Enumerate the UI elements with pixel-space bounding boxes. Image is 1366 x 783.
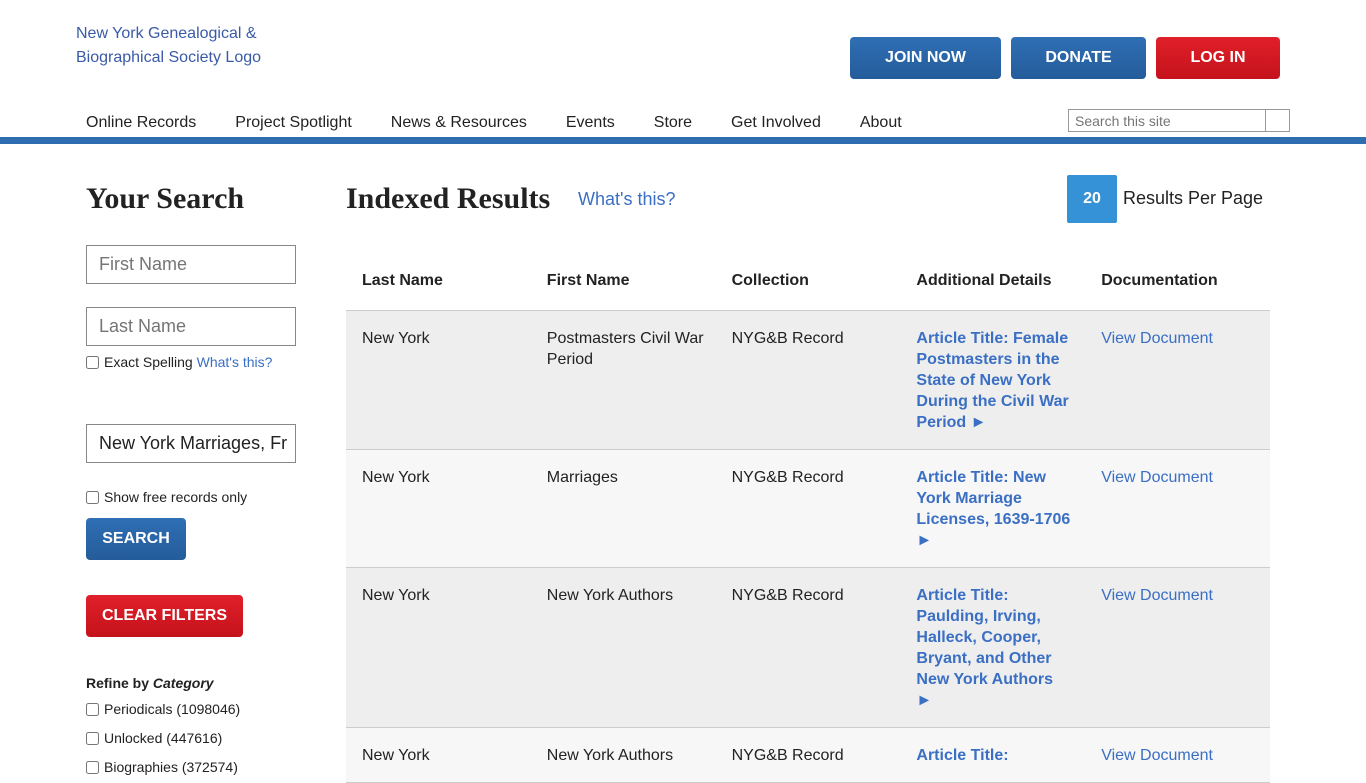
results-title: Indexed Results — [346, 182, 551, 215]
search-button[interactable]: SEARCH — [86, 518, 186, 560]
table-row: New York Postmasters Civil War Period NYG&… — [346, 311, 1270, 450]
main-nav: Online Records Project Spotlight News & … — [86, 114, 941, 132]
results-table: Last Name First Name Collection Addition… — [346, 250, 1270, 783]
logo[interactable]: New York Genealogical & Biographical Soc… — [76, 25, 262, 66]
table-row: New York New York Authors NYG&B Record Arti… — [346, 568, 1270, 728]
free-records-label: Show free records only — [104, 489, 248, 505]
category-label: Biographies (372574) — [104, 759, 238, 775]
results-whats-this-link[interactable]: What's this? — [578, 189, 676, 209]
site-search-button[interactable] — [1265, 110, 1289, 131]
first-name-cell: Marriages — [546, 469, 618, 486]
results-per-page-button[interactable]: 20 — [1067, 175, 1117, 223]
category-checkbox[interactable] — [86, 702, 99, 716]
site-search-input[interactable] — [1069, 110, 1266, 131]
details-link[interactable]: Article Title: — [916, 747, 1009, 764]
category-label: Unlocked (447616) — [104, 730, 223, 746]
nav-events[interactable]: Events — [565, 114, 615, 131]
nav-get-involved[interactable]: Get Involved — [731, 114, 821, 131]
exact-spelling-checkbox[interactable] — [86, 355, 99, 369]
free-records-checkbox[interactable] — [86, 490, 99, 504]
nav-about[interactable]: About — [859, 114, 902, 131]
view-document-link[interactable]: View Document — [1101, 469, 1213, 486]
table-header: Last Name First Name Collection Addition… — [346, 250, 1270, 311]
details-link[interactable]: Article Title: Female Postmasters in the… — [916, 330, 1069, 431]
col-first-name: First Name — [546, 272, 630, 289]
collection-cell: NYG&B Record — [731, 330, 844, 347]
nav-online-records[interactable]: Online Records — [86, 114, 197, 131]
last-name-cell: New York — [362, 747, 430, 764]
clear-filters-button[interactable]: CLEAR FILTERS — [86, 595, 243, 637]
details-link[interactable]: Article Title: Paulding, Irving, Halleck… — [916, 587, 1054, 709]
last-name-cell: New York — [362, 469, 430, 486]
collection-cell: NYG&B Record — [731, 747, 844, 764]
table-row: New York New York Authors NYG&B Record Arti… — [346, 728, 1270, 783]
first-name-cell: New York Authors — [546, 587, 674, 604]
col-collection: Collection — [731, 272, 809, 289]
nav-news-resources[interactable]: News & Resources — [390, 114, 527, 131]
collection-input[interactable] — [86, 424, 296, 463]
view-document-link[interactable]: View Document — [1101, 747, 1213, 764]
last-name-cell: New York — [362, 587, 430, 604]
category-label: Periodicals (1098046) — [104, 701, 241, 717]
results-per-page-label: Results Per Page — [1123, 188, 1264, 208]
donate-button[interactable]: DONATE — [1011, 37, 1146, 79]
first-name-input[interactable] — [86, 245, 296, 284]
log-in-button[interactable]: LOG IN — [1156, 37, 1280, 79]
last-name-input[interactable] — [86, 307, 296, 346]
refine-heading: Refine by Category — [86, 675, 214, 691]
join-now-button[interactable]: JOIN NOW — [850, 37, 1001, 79]
header-divider — [0, 137, 1366, 144]
collection-cell: NYG&B Record — [731, 469, 844, 486]
category-checkbox[interactable] — [86, 760, 99, 774]
col-documentation: Documentation — [1101, 272, 1218, 289]
col-last-name: Last Name — [362, 272, 443, 289]
exact-whats-this-link[interactable]: What's this? — [196, 354, 273, 370]
collection-cell: NYG&B Record — [731, 587, 844, 604]
col-details: Additional Details — [916, 272, 1052, 289]
view-document-link[interactable]: View Document — [1101, 330, 1213, 347]
view-document-link[interactable]: View Document — [1101, 587, 1213, 604]
table-row: New York Marriages NYG&B Record Article Tit… — [346, 450, 1270, 568]
site-search — [1068, 109, 1290, 132]
last-name-cell: New York — [362, 330, 430, 347]
nav-store[interactable]: Store — [653, 114, 693, 131]
sidebar-title: Your Search — [86, 182, 245, 215]
first-name-cell: Postmasters Civil War Period — [546, 330, 704, 368]
category-checkbox[interactable] — [86, 731, 99, 745]
details-link[interactable]: Article Title: New York Marriage License… — [916, 469, 1071, 549]
first-name-cell: New York Authors — [546, 747, 674, 764]
exact-spelling-label: Exact Spelling — [104, 354, 193, 370]
nav-project-spotlight[interactable]: Project Spotlight — [235, 114, 352, 131]
